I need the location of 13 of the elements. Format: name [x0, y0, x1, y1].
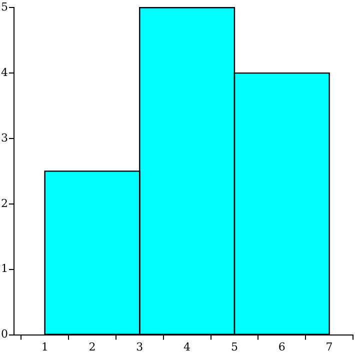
x-tick-label: 5: [230, 340, 238, 354]
y-tick-label: 4: [1, 66, 8, 79]
x-tick-label: 7: [326, 340, 333, 354]
y-tick-label: 0: [1, 328, 8, 341]
x-tick-label: 2: [88, 340, 96, 354]
y-tick-label: 2: [1, 196, 8, 210]
y-tick-label: 5: [1, 0, 8, 14]
x-tick-label: 6: [278, 340, 286, 354]
x-tick-label: 3: [136, 340, 144, 354]
x-tick-label: 4: [184, 340, 191, 354]
y-tick-label: 3: [1, 131, 8, 144]
x-tick-label: 1: [41, 340, 48, 354]
y-tick-label: 1: [1, 262, 8, 276]
